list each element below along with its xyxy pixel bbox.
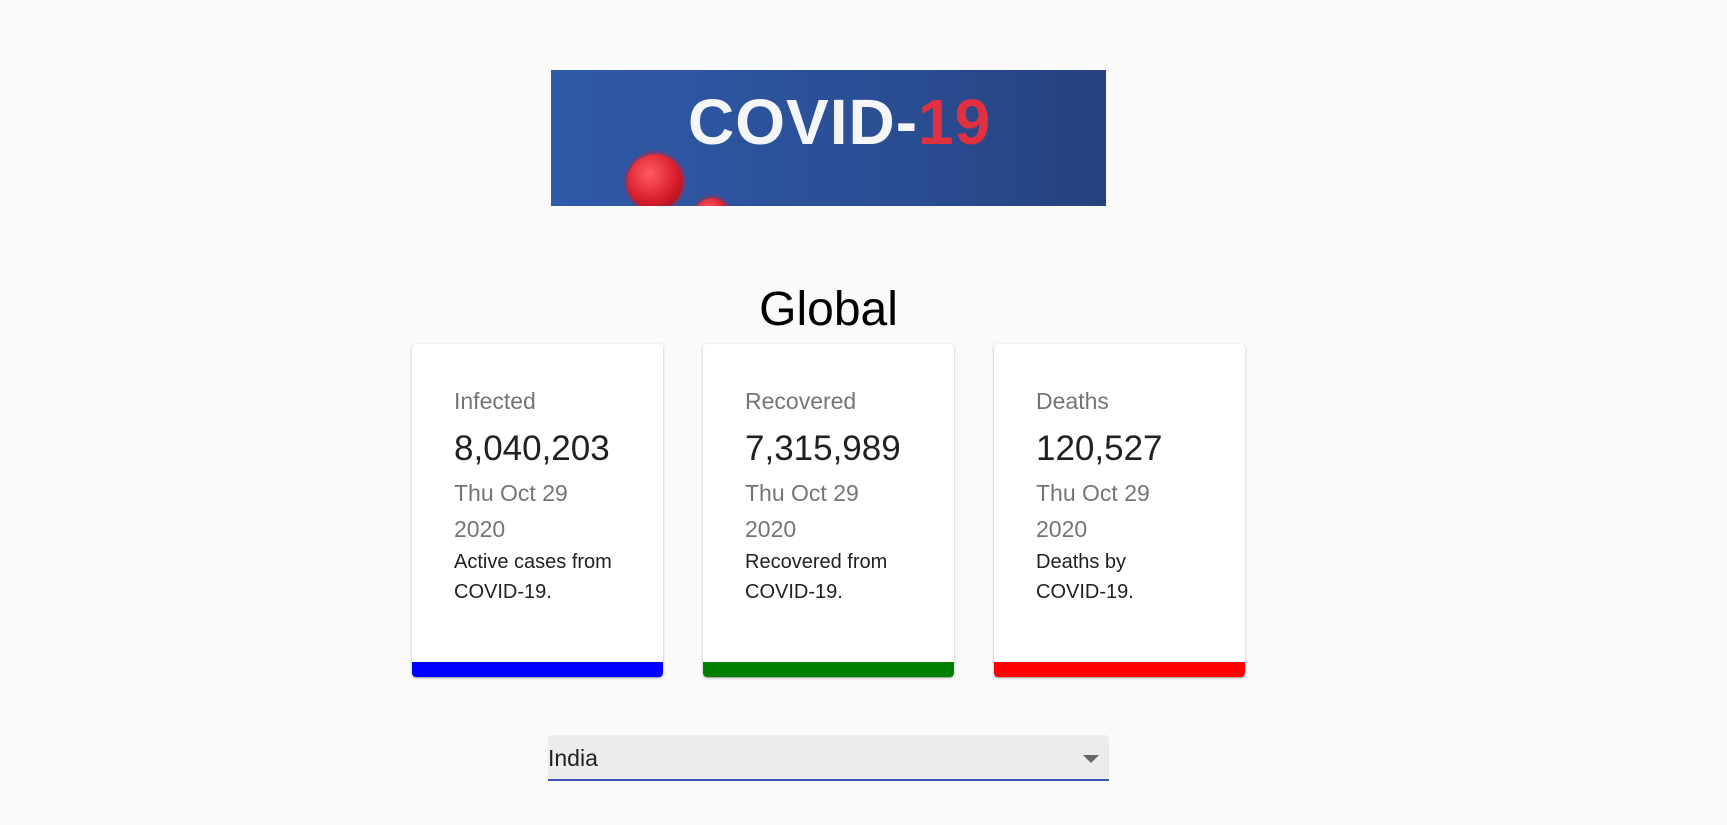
recovered-card: Recovered 7,315,989 Thu Oct 29 2020 Reco… (703, 344, 954, 677)
banner-title: COVID-19 (688, 90, 991, 154)
card-label: Recovered (745, 388, 857, 414)
card-date: Thu Oct 29 2020 (1036, 480, 1150, 542)
page-title: Global (759, 283, 898, 336)
country-select-value: India (548, 745, 598, 771)
deaths-card: Deaths 120,527 Thu Oct 29 2020 Deaths by… (994, 344, 1245, 677)
virus-icon (695, 198, 729, 206)
covid-banner-image: COVID-19 (551, 70, 1106, 206)
card-value: 120,527 (1036, 429, 1163, 468)
card-color-bar (412, 662, 663, 677)
card-label: Infected (454, 388, 536, 414)
card-description: Deaths by COVID-19. (1036, 551, 1134, 603)
chevron-down-icon[interactable] (1083, 755, 1099, 763)
country-select[interactable]: India (548, 735, 1109, 781)
card-body: Deaths 120,527 Thu Oct 29 2020 Deaths by… (1036, 386, 1216, 607)
card-description: Recovered from COVID-19. (745, 551, 888, 603)
card-body: Infected 8,040,203 Thu Oct 29 2020 Activ… (454, 386, 634, 607)
card-date: Thu Oct 29 2020 (745, 480, 859, 542)
card-description: Active cases from COVID-19. (454, 551, 612, 603)
card-date: Thu Oct 29 2020 (454, 480, 568, 542)
virus-icon (627, 154, 683, 206)
card-value: 7,315,989 (745, 429, 901, 468)
card-value: 8,040,203 (454, 429, 610, 468)
banner-title-accent: 19 (918, 86, 992, 158)
infected-card: Infected 8,040,203 Thu Oct 29 2020 Activ… (412, 344, 663, 677)
card-color-bar (994, 662, 1245, 677)
banner-title-main: COVID- (688, 86, 918, 158)
card-label: Deaths (1036, 388, 1109, 414)
card-color-bar (703, 662, 954, 677)
card-body: Recovered 7,315,989 Thu Oct 29 2020 Reco… (745, 386, 925, 607)
